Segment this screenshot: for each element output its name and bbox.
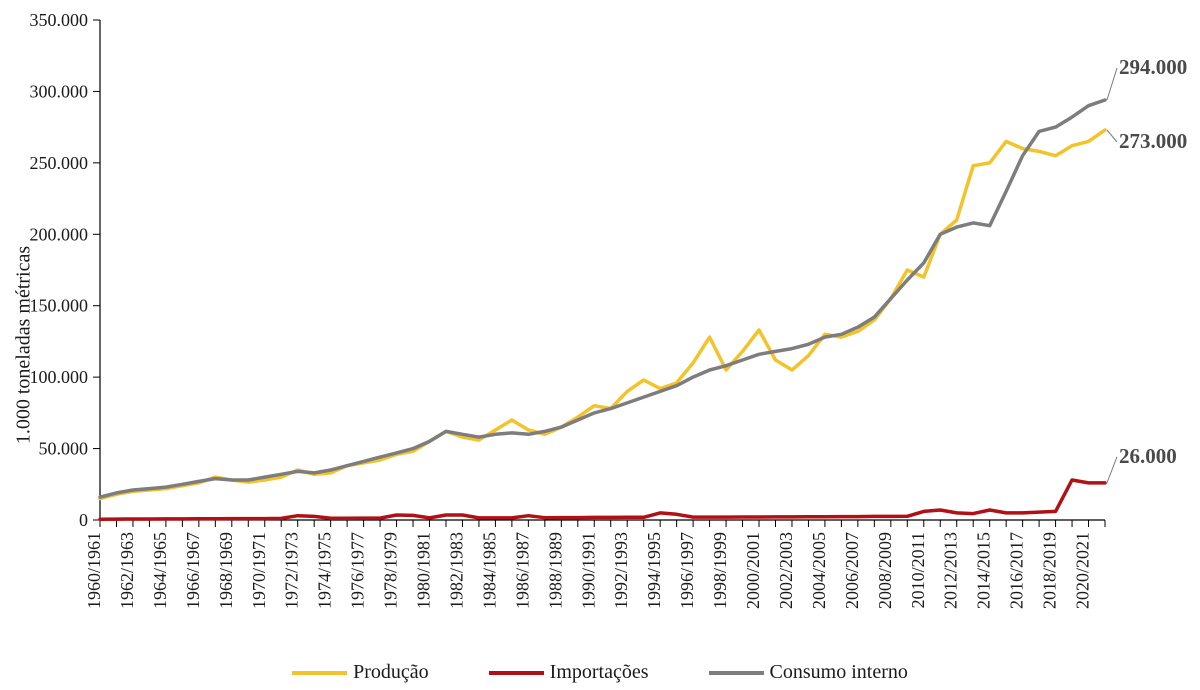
- svg-text:150.000: 150.000: [30, 296, 89, 316]
- svg-text:1966/1967: 1966/1967: [183, 532, 203, 609]
- svg-text:1998/1999: 1998/1999: [710, 532, 730, 609]
- svg-text:1970/1971: 1970/1971: [249, 532, 269, 609]
- legend-item-producao: Produção: [292, 661, 429, 684]
- legend-swatch: [709, 671, 764, 675]
- svg-text:1978/1979: 1978/1979: [381, 532, 401, 609]
- svg-text:1976/1977: 1976/1977: [348, 532, 368, 609]
- svg-text:1990/1991: 1990/1991: [578, 532, 598, 609]
- svg-text:1964/1965: 1964/1965: [150, 532, 170, 609]
- svg-text:1980/1981: 1980/1981: [414, 532, 434, 609]
- legend-label: Consumo interno: [770, 661, 908, 684]
- svg-text:2002/2003: 2002/2003: [776, 532, 796, 609]
- legend-item-consumo: Consumo interno: [709, 661, 908, 684]
- svg-text:1982/1983: 1982/1983: [446, 532, 466, 609]
- svg-text:1994/1995: 1994/1995: [644, 532, 664, 609]
- svg-text:273.000: 273.000: [1119, 129, 1187, 153]
- svg-text:2020/2021: 2020/2021: [1073, 532, 1093, 609]
- svg-text:2016/2017: 2016/2017: [1007, 532, 1027, 609]
- svg-text:2008/2009: 2008/2009: [875, 532, 895, 609]
- legend-swatch: [292, 671, 347, 675]
- svg-text:0: 0: [79, 510, 88, 530]
- svg-text:2014/2015: 2014/2015: [974, 532, 994, 609]
- svg-text:300.000: 300.000: [30, 81, 89, 101]
- svg-text:1992/1993: 1992/1993: [611, 532, 631, 609]
- svg-text:26.000: 26.000: [1119, 444, 1177, 468]
- line-chart: 0 50.000 100.000 150.000 200.000 250.000 300.0…: [0, 0, 1200, 630]
- y-axis-label: 1.000 toneladas métricas: [12, 246, 35, 444]
- svg-text:1968/1969: 1968/1969: [216, 532, 236, 609]
- svg-text:1962/1963: 1962/1963: [117, 532, 137, 609]
- svg-text:1974/1975: 1974/1975: [315, 532, 335, 609]
- svg-text:1988/1989: 1988/1989: [545, 532, 565, 609]
- legend-item-importacoes: Importações: [489, 661, 649, 684]
- svg-text:2000/2001: 2000/2001: [743, 532, 763, 609]
- legend-swatch: [489, 671, 544, 675]
- svg-text:2010/2011: 2010/2011: [908, 532, 928, 608]
- svg-text:2004/2005: 2004/2005: [809, 532, 829, 609]
- svg-text:100.000: 100.000: [30, 367, 89, 387]
- chart-container: 1.000 toneladas métricas 0 50.000 100.000 1…: [0, 0, 1200, 690]
- svg-text:200.000: 200.000: [30, 224, 89, 244]
- svg-text:2018/2019: 2018/2019: [1040, 532, 1060, 609]
- legend-label: Produção: [353, 661, 429, 684]
- svg-text:50.000: 50.000: [39, 439, 89, 459]
- svg-text:250.000: 250.000: [30, 153, 89, 173]
- svg-text:1972/1973: 1972/1973: [282, 532, 302, 609]
- svg-text:1960/1961: 1960/1961: [84, 532, 104, 609]
- legend: Produção Importações Consumo interno: [0, 661, 1200, 684]
- svg-text:1984/1985: 1984/1985: [479, 532, 499, 609]
- svg-text:2006/2007: 2006/2007: [842, 532, 862, 609]
- svg-text:1996/1997: 1996/1997: [677, 532, 697, 609]
- svg-text:1986/1987: 1986/1987: [512, 532, 532, 609]
- svg-text:2012/2013: 2012/2013: [941, 532, 961, 609]
- legend-label: Importações: [550, 661, 649, 684]
- svg-text:294.000: 294.000: [1119, 55, 1187, 79]
- svg-text:350.000: 350.000: [30, 10, 89, 30]
